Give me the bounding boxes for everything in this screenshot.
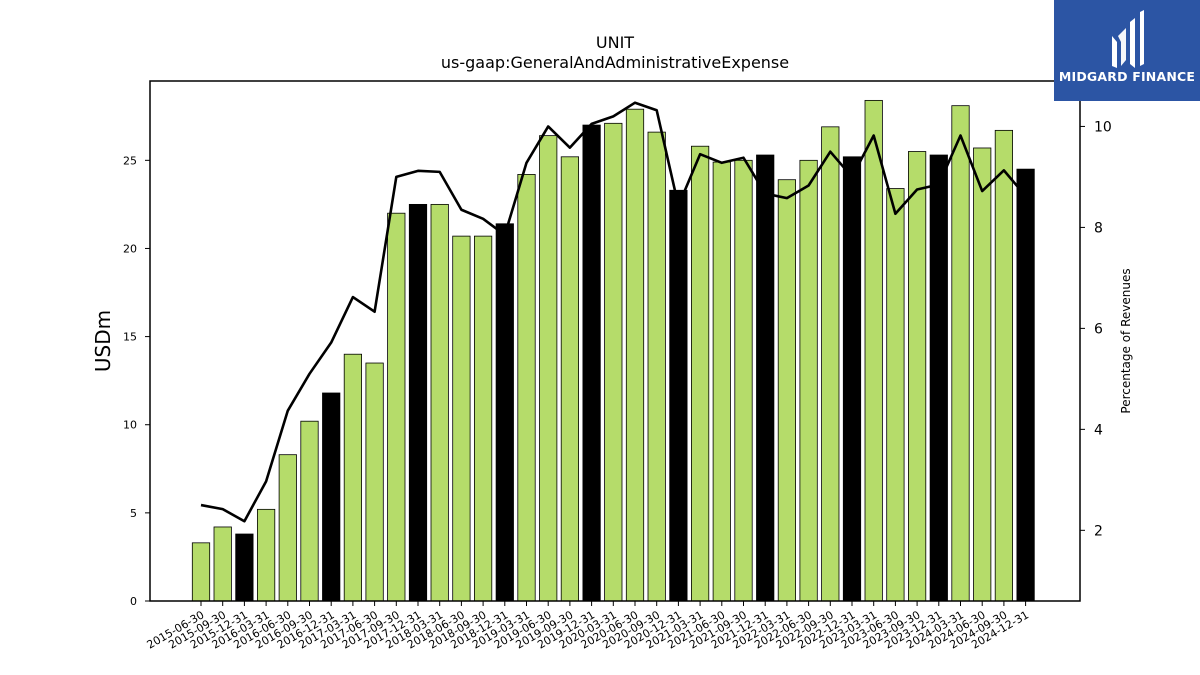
y-tick-label: 15 bbox=[123, 331, 137, 344]
bar-2024-09-30 bbox=[994, 129, 1014, 602]
y-tick-label: 0 bbox=[130, 595, 137, 608]
bar-2016-09-30 bbox=[300, 420, 319, 602]
y2-axis-label: Percentage of Revenues bbox=[1119, 268, 1133, 413]
logo-text: MIDGARD FINANCE bbox=[1058, 69, 1196, 84]
bar-2019-12-31 bbox=[582, 124, 601, 602]
bar-2023-06-30 bbox=[886, 188, 905, 602]
bar-series bbox=[191, 99, 1035, 602]
plot-frame bbox=[149, 80, 1081, 602]
chart-title: UNIT bbox=[596, 33, 634, 52]
line-series bbox=[200, 101, 1027, 523]
y-tick-label: 25 bbox=[123, 154, 137, 167]
bar-2021-06-30 bbox=[712, 161, 731, 602]
chart-subtitle: us-gaap:GeneralAndAdministrativeExpense bbox=[441, 53, 789, 72]
y-tick-label: 20 bbox=[123, 242, 137, 255]
bar-2018-06-30 bbox=[452, 235, 471, 602]
bar-2019-09-30 bbox=[560, 156, 580, 602]
y2-tick-label: 6 bbox=[1094, 321, 1103, 337]
bar-2019-06-30 bbox=[539, 135, 558, 602]
bar-2017-06-30 bbox=[365, 362, 384, 602]
bar-2018-09-30 bbox=[473, 235, 493, 602]
bar-2022-12-31 bbox=[842, 156, 862, 602]
bar-2016-06-30 bbox=[278, 454, 297, 602]
bar-2017-03-31 bbox=[343, 353, 363, 602]
bar-2015-09-30 bbox=[213, 526, 232, 602]
bar-2019-03-31 bbox=[517, 174, 536, 602]
logo-mark-icon bbox=[1112, 10, 1144, 68]
bar-2020-09-30 bbox=[647, 131, 666, 602]
x-axis: 2015-06-302015-09-302015-12-312016-03-31… bbox=[145, 601, 1031, 652]
y2-tick-label: 10 bbox=[1094, 119, 1112, 135]
bar-2015-12-31 bbox=[235, 533, 254, 602]
bar-2018-12-31 bbox=[495, 223, 514, 602]
bar-2022-03-31 bbox=[777, 179, 797, 602]
bar-2015-06-30 bbox=[191, 542, 211, 602]
bar-2020-12-31 bbox=[669, 189, 688, 602]
bar-2023-03-31 bbox=[864, 99, 883, 602]
bar-2021-12-31 bbox=[756, 154, 775, 602]
bar-2020-03-31 bbox=[604, 122, 623, 602]
bar-2022-06-30 bbox=[799, 159, 818, 602]
bar-2018-03-31 bbox=[430, 203, 449, 602]
y-tick-label: 5 bbox=[130, 507, 137, 520]
bar-2021-09-30 bbox=[734, 159, 753, 602]
brand-logo: MIDGARD FINANCE bbox=[1054, 0, 1200, 101]
bar-2021-03-31 bbox=[691, 145, 710, 602]
y2-tick-label: 2 bbox=[1094, 523, 1103, 539]
bar-2023-09-30 bbox=[908, 151, 927, 602]
bar-2017-09-30 bbox=[387, 212, 406, 602]
bar-2024-06-30 bbox=[973, 147, 992, 602]
y-axis-left: 0 5 10 15 20 25 bbox=[123, 154, 150, 608]
bar-2023-12-31 bbox=[929, 154, 948, 602]
y-tick-label: 10 bbox=[123, 419, 137, 432]
y-axis-label: USDm bbox=[91, 310, 115, 372]
bar-2017-12-31 bbox=[408, 203, 428, 602]
y2-tick-label: 4 bbox=[1094, 422, 1103, 438]
bar-2020-06-30 bbox=[625, 108, 645, 602]
revenue-percentage-line bbox=[200, 101, 1027, 523]
bar-2024-03-31 bbox=[951, 105, 970, 602]
y2-tick-label: 8 bbox=[1094, 220, 1103, 236]
bar-2016-03-31 bbox=[256, 508, 276, 602]
bar-2024-12-31 bbox=[1016, 168, 1035, 602]
y-axis-right: 2 4 6 8 10 bbox=[1080, 119, 1112, 539]
bar-2016-12-31 bbox=[322, 392, 341, 602]
bar-2022-09-30 bbox=[821, 126, 840, 602]
